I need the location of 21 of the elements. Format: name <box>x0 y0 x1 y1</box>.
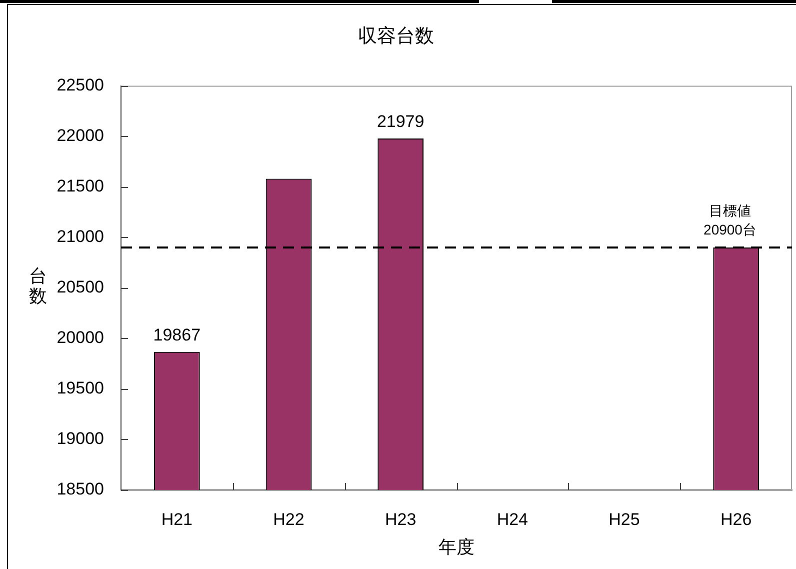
y-tick-label: 19000 <box>56 429 104 448</box>
chart-title: 収容台数 <box>358 25 434 48</box>
y-axis-title: 台数 <box>29 266 47 306</box>
y-tick-label: 19500 <box>56 378 104 398</box>
ref-line-label: 目標値 20900台 <box>704 202 756 238</box>
x-tick-label: H25 <box>608 510 640 529</box>
data-label: 21979 <box>376 112 424 132</box>
x-tick-label: H22 <box>273 510 304 529</box>
y-tick-label: 18500 <box>56 480 104 499</box>
data-label: 19867 <box>153 326 201 345</box>
y-tick-label: 22000 <box>56 126 104 146</box>
y-tick-label: 21500 <box>56 176 104 196</box>
x-tick-label: H24 <box>496 510 528 529</box>
x-tick-label: H21 <box>161 510 193 529</box>
y-tick-label: 20500 <box>56 278 104 297</box>
y-tick-label: 21000 <box>56 227 104 246</box>
y-tick-label: 20000 <box>56 328 104 348</box>
x-tick-label: H23 <box>384 510 416 529</box>
x-tick-label: H26 <box>720 510 752 529</box>
x-axis-title: 年度 <box>438 537 474 558</box>
y-tick-label: 22500 <box>56 75 104 94</box>
